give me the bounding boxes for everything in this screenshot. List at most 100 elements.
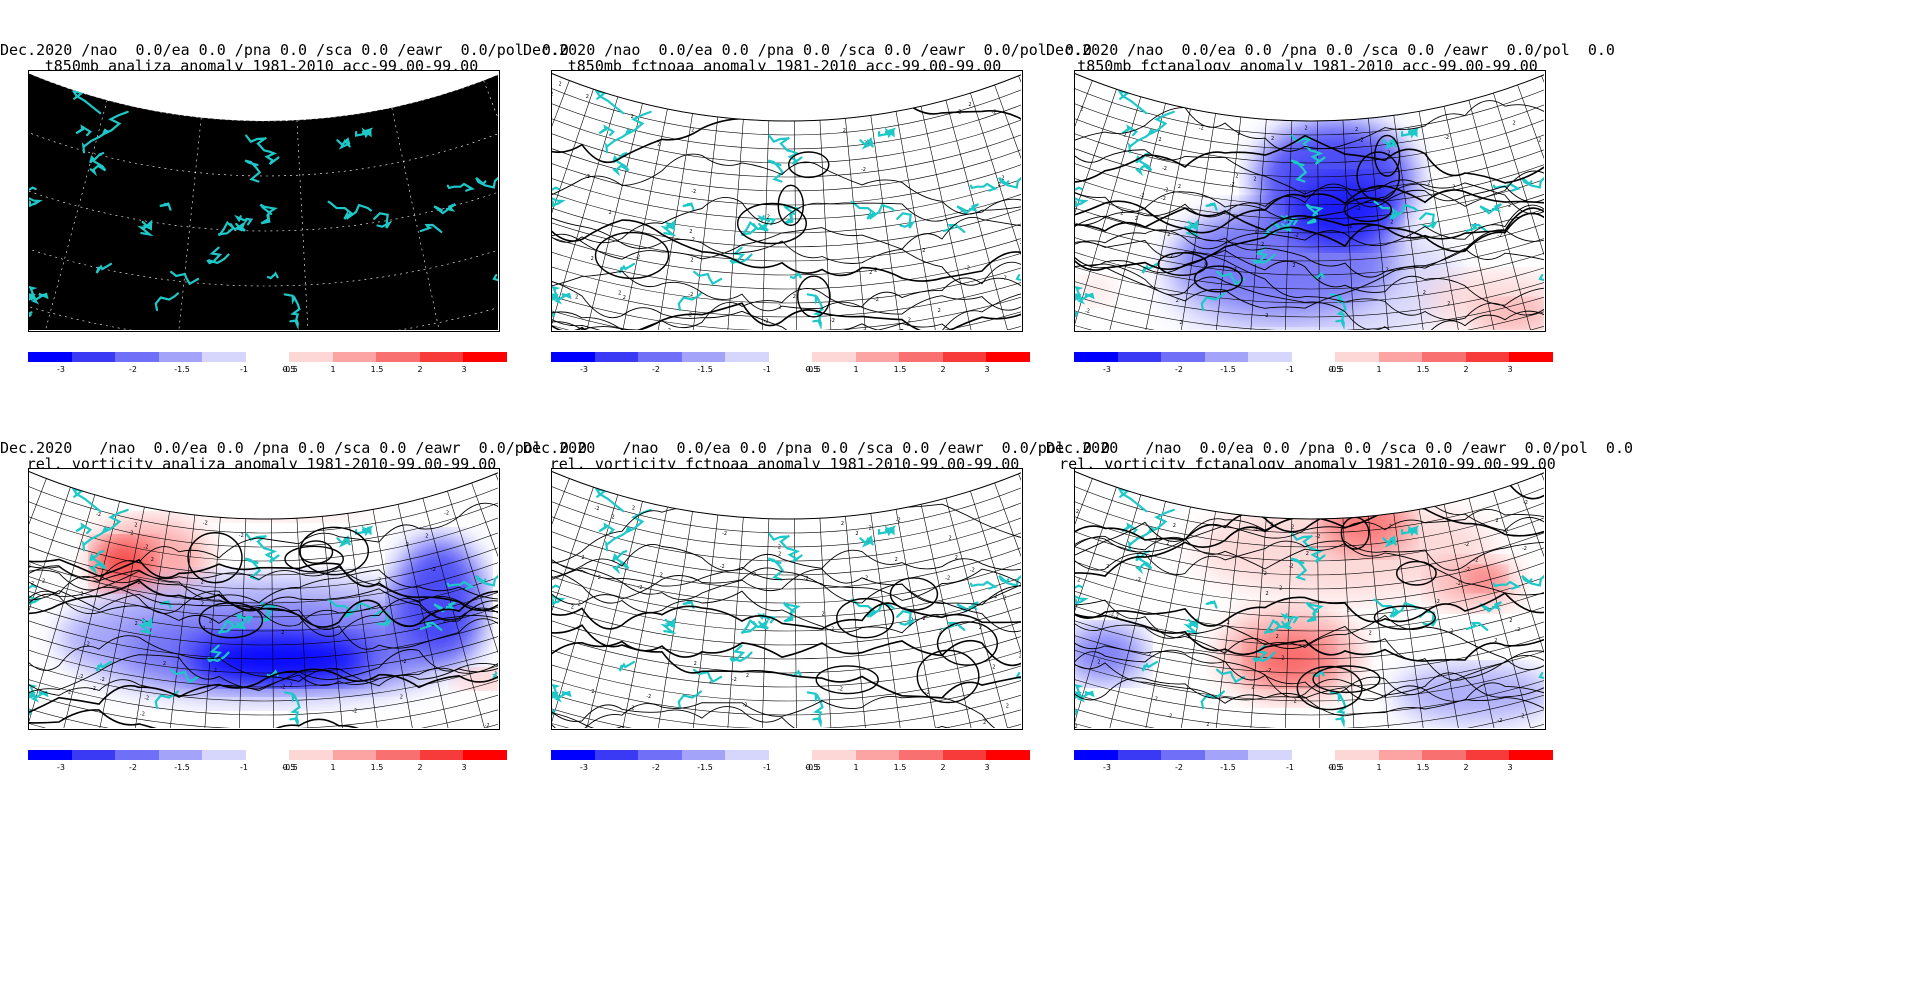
colorbar-pos-swatch [1422, 750, 1466, 760]
colorbar-neg-swatch [202, 750, 246, 760]
svg-text:2: 2 [151, 557, 154, 563]
svg-text:-2: -2 [1153, 696, 1158, 702]
colorbar-tick-label: -1 [240, 763, 248, 772]
colorbar-tick-label: -1.5 [697, 365, 713, 374]
svg-text:2: 2 [609, 210, 612, 216]
svg-text:2: 2 [1179, 320, 1182, 326]
colorbar-neg-swatch [158, 750, 202, 760]
svg-text:2: 2 [1427, 181, 1430, 187]
colorbar-pos-swatch [1335, 352, 1379, 362]
svg-text:2: 2 [692, 237, 695, 243]
colorbar-tick-label: 1 [330, 763, 336, 772]
colorbar-pos-swatch [1422, 352, 1466, 362]
colorbar-tick-label: -0.5 [282, 365, 298, 374]
svg-text:2: 2 [1389, 524, 1392, 530]
colorbar-tick-label: -0.5 [282, 763, 298, 772]
panel-title-line1: Dec.2020 /nao 0.0/ea 0.0 /pna 0.0 /sca 0… [0, 439, 587, 457]
svg-text:2: 2 [631, 114, 634, 120]
colorbar-pos-swatch [419, 750, 463, 760]
colorbar-neg-swatch [1161, 750, 1205, 760]
colorbar-pos-swatch [289, 750, 333, 760]
panel-title-line1: Dec.2020 /nao 0.0/ea 0.0 /pna 0.0 /sca 0… [1046, 439, 1633, 457]
svg-text:-2: -2 [1167, 714, 1172, 720]
svg-text:2: 2 [575, 295, 578, 301]
colorbar-tick-label: -2 [129, 365, 137, 374]
svg-text:2: 2 [979, 625, 982, 631]
svg-text:-2: -2 [1464, 542, 1469, 548]
svg-text:2: 2 [1166, 541, 1169, 547]
map-panel: Dec.2020 /nao 0.0/ea 0.0 /pna 0.0 /sca 0… [0, 41, 569, 392]
svg-text:2: 2 [869, 525, 872, 531]
svg-text:2: 2 [559, 81, 562, 87]
svg-text:2: 2 [578, 602, 581, 608]
colorbar-pos-swatch [1335, 750, 1379, 760]
svg-text:2: 2 [843, 128, 846, 134]
colorbar-neg-swatch [28, 352, 72, 362]
svg-text:-2: -2 [136, 580, 141, 586]
colorbar-neg-swatch [1117, 750, 1161, 760]
svg-text:2: 2 [822, 612, 825, 618]
svg-text:2: 2 [994, 594, 997, 600]
colorbar-pos-swatch [986, 352, 1030, 362]
svg-text:-2: -2 [552, 92, 553, 98]
colorbar: -3 -2 -1.5 -1 -0.5 0.5 1 1.5 2 3 [28, 352, 507, 376]
colorbar-tick-label: -0.5 [1328, 365, 1344, 374]
panel-title-line1: Dec.2020 /nao 0.0/ea 0.0 /pna 0.0 /sca 0… [0, 41, 569, 59]
colorbar-tick-label: 2 [417, 763, 423, 772]
svg-text:2: 2 [1124, 132, 1127, 138]
colorbar-neg-swatch [71, 352, 115, 362]
colorbar-tick-label: 1.5 [1416, 365, 1430, 374]
map-panel: Dec.2020 /nao 0.0/ea 0.0 /pna 0.0 /sca 0… [523, 440, 1110, 790]
svg-text:-2: -2 [925, 690, 930, 696]
svg-text:2: 2 [598, 575, 601, 581]
colorbar-tick-label: 1 [853, 763, 859, 772]
map-plot [28, 70, 500, 332]
svg-text:2: 2 [778, 552, 781, 558]
colorbar-pos-swatch [332, 352, 376, 362]
svg-text:-2: -2 [764, 319, 769, 325]
map-plot: 222-2-22-2-2222-222-22222-222-2-2-222-2-… [1074, 468, 1546, 730]
svg-text:2: 2 [1450, 629, 1453, 635]
colorbar-tick-label: -3 [57, 365, 65, 374]
svg-text:-2: -2 [485, 723, 490, 728]
colorbar-neg-swatch [1117, 352, 1161, 362]
svg-text:2: 2 [1474, 223, 1477, 229]
svg-text:-2: -2 [751, 572, 756, 578]
svg-text:2: 2 [1281, 656, 1284, 662]
colorbar-pos-swatch [855, 750, 899, 760]
colorbar-tick-label: -1 [1286, 365, 1294, 374]
svg-text:2: 2 [632, 505, 635, 511]
colorbar-neg-swatch [28, 750, 72, 760]
colorbar-tick-label: 1 [1376, 365, 1382, 374]
svg-text:2: 2 [1019, 654, 1021, 660]
svg-text:2: 2 [922, 248, 925, 254]
map-panel: Dec.2020 /nao 0.0/ea 0.0 /pna 0.0 /sca 0… [1046, 42, 1615, 392]
svg-text:2: 2 [841, 521, 844, 527]
svg-text:2: 2 [1080, 107, 1083, 113]
svg-text:2: 2 [68, 690, 71, 696]
svg-text:-2: -2 [1465, 567, 1470, 573]
svg-text:2: 2 [1170, 254, 1173, 260]
svg-text:-2: -2 [1136, 577, 1141, 583]
colorbar-neg-swatch [115, 750, 159, 760]
svg-text:-2: -2 [965, 266, 970, 272]
svg-text:-2: -2 [1522, 546, 1527, 552]
svg-text:2: 2 [134, 523, 137, 529]
colorbar-tick-label: 1 [853, 365, 859, 374]
svg-text:2: 2 [908, 317, 911, 323]
svg-text:2: 2 [201, 580, 204, 586]
colorbar-neg-swatch [638, 352, 682, 362]
svg-text:-2: -2 [720, 564, 725, 570]
svg-text:-2: -2 [838, 687, 843, 693]
svg-text:2: 2 [1148, 652, 1151, 658]
colorbar-neg-swatch [681, 352, 725, 362]
svg-text:2: 2 [163, 661, 166, 667]
colorbar-neg-swatch [1248, 352, 1292, 362]
svg-text:-2: -2 [402, 659, 407, 665]
svg-text:2: 2 [1447, 301, 1450, 307]
svg-text:2: 2 [214, 668, 217, 674]
svg-text:-2: -2 [78, 674, 83, 680]
svg-text:-2: -2 [352, 708, 357, 714]
svg-text:2: 2 [1261, 570, 1264, 576]
colorbar-pos-swatch [1378, 750, 1422, 760]
